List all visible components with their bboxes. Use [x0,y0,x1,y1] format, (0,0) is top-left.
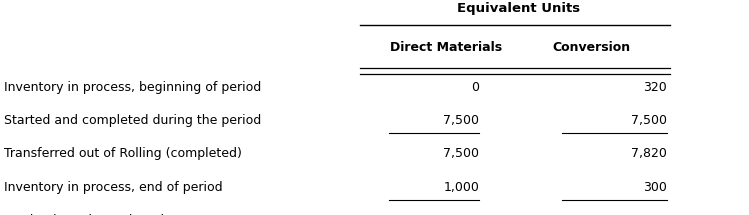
Text: 8,500: 8,500 [443,214,479,215]
Text: 320: 320 [643,81,667,94]
Text: Started and completed during the period: Started and completed during the period [4,114,261,127]
Text: Equivalent Units: Equivalent Units [457,2,580,15]
Text: 7,500: 7,500 [443,147,479,160]
Text: Inventory in process, end of period: Inventory in process, end of period [4,181,222,194]
Text: 1,000: 1,000 [443,181,479,194]
Text: Conversion: Conversion [553,41,631,54]
Text: Inventory in process, beginning of period: Inventory in process, beginning of perio… [4,81,261,94]
Text: 300: 300 [643,181,667,194]
Text: Transferred out of Rolling (completed): Transferred out of Rolling (completed) [4,147,242,160]
Text: 7,500: 7,500 [443,114,479,127]
Text: 7,820: 7,820 [631,147,667,160]
Text: 8,120: 8,120 [631,214,667,215]
Text: 7,500: 7,500 [631,114,667,127]
Text: Direct Materials: Direct Materials [389,41,502,54]
Text: Total units to be assigned costs: Total units to be assigned costs [4,214,200,215]
Text: 0: 0 [471,81,479,94]
